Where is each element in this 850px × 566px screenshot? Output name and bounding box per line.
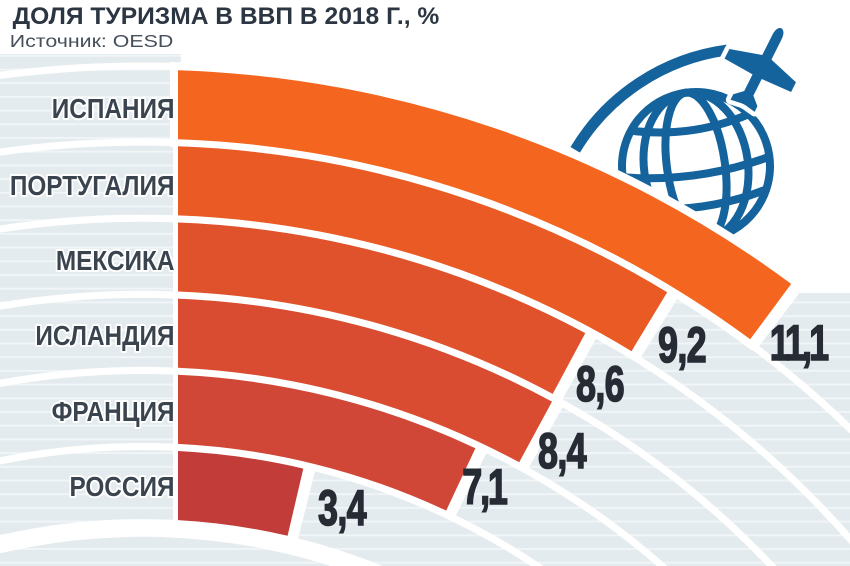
svg-text:ФРАНЦИЯ: ФРАНЦИЯ xyxy=(52,395,175,427)
svg-text:7,1: 7,1 xyxy=(462,460,507,515)
svg-text:ИСЛАНДИЯ: ИСЛАНДИЯ xyxy=(35,319,174,351)
svg-text:11,1: 11,1 xyxy=(770,316,828,371)
svg-text:8,4: 8,4 xyxy=(538,424,586,479)
svg-text:8,6: 8,6 xyxy=(576,357,624,412)
svg-text:3,4: 3,4 xyxy=(318,481,366,536)
svg-text:ДОЛЯ ТУРИЗМА В ВВП В 2018 Г.,: ДОЛЯ ТУРИЗМА В ВВП В 2018 Г., % xyxy=(13,3,440,30)
svg-text:Источник: OESD: Источник: OESD xyxy=(10,32,173,52)
svg-text:РОССИЯ: РОССИЯ xyxy=(69,470,174,502)
svg-text:МЕКСИКА: МЕКСИКА xyxy=(56,244,175,276)
svg-text:9,2: 9,2 xyxy=(658,318,706,373)
svg-text:ИСПАНИЯ: ИСПАНИЯ xyxy=(52,92,175,124)
svg-text:ПОРТУГАЛИЯ: ПОРТУГАЛИЯ xyxy=(10,169,175,201)
